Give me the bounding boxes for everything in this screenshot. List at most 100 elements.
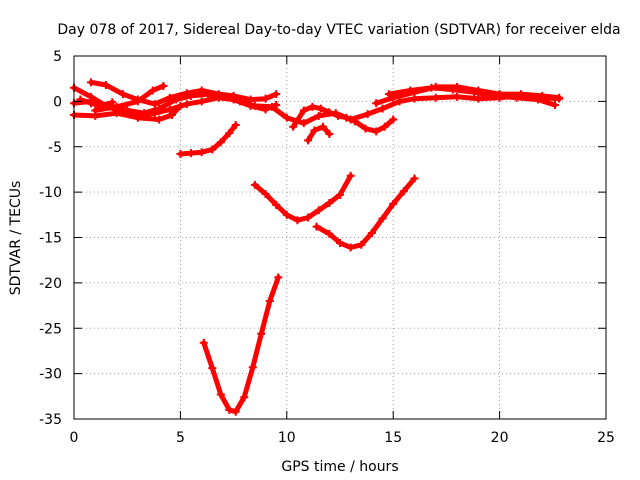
- data-point: [299, 119, 308, 128]
- data-point: [148, 86, 157, 95]
- series-line: [252, 173, 354, 223]
- data-point: [350, 117, 359, 126]
- x-tick-label: 15: [384, 430, 402, 446]
- data-point: [378, 214, 387, 223]
- data-point: [372, 127, 381, 136]
- data-point: [318, 122, 327, 131]
- data-point: [118, 90, 127, 99]
- data-points: [70, 78, 564, 416]
- data-point: [453, 92, 462, 101]
- data-point: [316, 104, 325, 113]
- series-track-m: [312, 174, 419, 252]
- data-point: [378, 104, 387, 113]
- data-point: [555, 93, 564, 102]
- data-point: [293, 216, 302, 225]
- data-point: [336, 190, 344, 199]
- y-tick-label: 5: [53, 49, 62, 65]
- data-point: [274, 273, 283, 282]
- data-point: [76, 95, 85, 104]
- data-point: [431, 93, 440, 102]
- data-point: [406, 86, 415, 95]
- data-point: [272, 90, 281, 99]
- series-line: [305, 124, 332, 143]
- data-point: [165, 93, 174, 102]
- y-tick-label: 0: [53, 94, 62, 110]
- data-point: [150, 109, 159, 118]
- chart-title: Day 078 of 2017, Sidereal Day-to-day VTE…: [57, 22, 620, 38]
- data-point: [225, 405, 234, 414]
- data-point: [342, 113, 351, 122]
- data-point: [261, 189, 270, 198]
- data-point: [448, 85, 457, 94]
- y-tick-label: -5: [48, 140, 62, 156]
- data-point: [182, 89, 191, 98]
- x-tick-label: 25: [597, 430, 615, 446]
- y-tick-label: -25: [39, 321, 62, 337]
- data-point: [87, 99, 96, 108]
- x-axis-label: GPS time / hours: [281, 459, 398, 475]
- series-line: [77, 97, 115, 110]
- data-point: [216, 138, 225, 147]
- data-point: [150, 100, 159, 109]
- series-track-h: [304, 122, 334, 145]
- data-point: [208, 145, 217, 154]
- data-point: [240, 393, 249, 402]
- y-tick-label: -35: [39, 412, 62, 428]
- data-point: [197, 97, 206, 106]
- data-point: [346, 243, 355, 252]
- data-point: [389, 115, 398, 124]
- data-point: [208, 364, 217, 373]
- data-point: [380, 122, 389, 131]
- data-point: [133, 113, 142, 122]
- x-tick-label: 5: [176, 430, 185, 446]
- data-point: [182, 100, 191, 109]
- series-track-e: [91, 81, 168, 115]
- data-point: [363, 110, 372, 119]
- data-point: [229, 91, 238, 100]
- data-point: [159, 81, 168, 90]
- data-point: [187, 149, 196, 158]
- data-point: [176, 150, 185, 159]
- data-point: [261, 105, 270, 114]
- data-point: [427, 83, 436, 92]
- series-line: [177, 122, 239, 157]
- x-tick-label: 0: [70, 430, 79, 446]
- data-point: [372, 99, 381, 108]
- x-tick-label: 10: [278, 430, 296, 446]
- data-point: [346, 171, 355, 180]
- series-track-d: [70, 101, 185, 124]
- data-point: [282, 210, 291, 219]
- data-point: [410, 174, 419, 183]
- data-point: [325, 130, 334, 139]
- data-point: [399, 187, 408, 196]
- data-point: [325, 199, 334, 208]
- data-point: [333, 111, 342, 120]
- series-track-f: [76, 95, 117, 111]
- data-point: [550, 101, 559, 110]
- series-track-g: [289, 102, 398, 136]
- data-point: [474, 94, 483, 103]
- series-line: [201, 274, 281, 415]
- data-point: [167, 110, 176, 119]
- y-tick-label: -30: [39, 367, 62, 383]
- data-point: [336, 238, 344, 247]
- data-point: [470, 88, 479, 97]
- data-point: [112, 102, 121, 111]
- y-tick-label: -10: [39, 185, 62, 201]
- y-axis-label: SDTVAR / TECUs: [8, 181, 24, 296]
- y-tick-label: -20: [39, 276, 62, 292]
- data-point: [304, 136, 313, 145]
- data-point: [491, 91, 500, 100]
- data-point: [314, 111, 323, 120]
- data-point: [155, 115, 164, 124]
- series-track-i: [372, 82, 564, 108]
- series-track-k: [176, 120, 240, 159]
- data-point: [325, 229, 334, 238]
- data-point: [265, 297, 274, 306]
- data-point: [367, 228, 376, 237]
- data-point: [250, 180, 259, 189]
- data-point: [231, 407, 240, 416]
- data-point: [87, 78, 96, 87]
- x-tick-label: 20: [491, 430, 509, 446]
